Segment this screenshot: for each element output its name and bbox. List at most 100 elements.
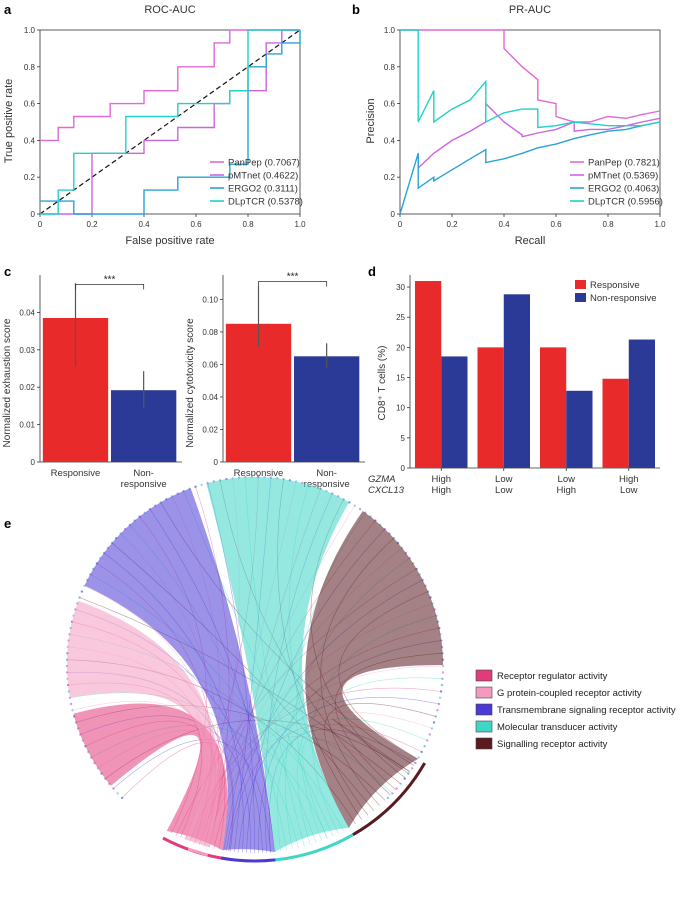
chord-legend-label: Signalling receptor activity xyxy=(497,739,608,750)
cd8-legend-label: Non-responsive xyxy=(590,293,657,304)
cytotoxicity-significance-label: *** xyxy=(287,272,299,283)
pr-xtick-label: 0.8 xyxy=(602,220,614,229)
chord-category-ribbon-3 xyxy=(206,476,349,852)
cd8-category-label: Low xyxy=(495,474,513,485)
pr-ytick-label: 1.0 xyxy=(384,26,396,35)
cd8-ytick-label: 30 xyxy=(396,283,405,292)
cytotoxicity-ytick-label: 0.10 xyxy=(202,295,218,304)
chord-gene-marker xyxy=(395,787,398,790)
cd8-ytick-label: 15 xyxy=(396,374,405,383)
roc-xtick-label: 0.2 xyxy=(86,220,98,229)
pr-xtick-label: 0.4 xyxy=(498,220,510,229)
cd8-chart: CD8⁺ T cells (%) 051015202530HighHighLow… xyxy=(368,275,660,496)
chord-gene-marker xyxy=(399,782,402,785)
cd8-category-label: High xyxy=(556,485,576,496)
exhaustion-ytick-label: 0.01 xyxy=(19,421,35,430)
chord-gene-marker xyxy=(441,671,445,674)
chord-gene-marker xyxy=(434,715,437,718)
pr-legend-label: ERGO2 (0.4063) xyxy=(588,184,659,195)
chord-gene-marker xyxy=(420,750,423,754)
cd8-bar xyxy=(503,294,530,468)
chord-gene-marker xyxy=(423,745,426,748)
pr-xtick-label: 0.2 xyxy=(446,220,458,229)
roc-xtick-label: 0.8 xyxy=(242,220,254,229)
cytotoxicity-ylabel: Normalized cytotoxicity score xyxy=(185,318,196,448)
exhaustion-category-label: responsive xyxy=(121,479,167,490)
chord-gene-marker xyxy=(441,664,445,668)
pr-title: PR-AUC xyxy=(509,4,551,16)
roc-legend-label: ERGO2 (0.3111) xyxy=(228,184,298,195)
roc-xtick-label: 0.6 xyxy=(190,220,202,229)
chord-gene-marker xyxy=(80,590,84,593)
chord-category-ribbon-2 xyxy=(84,488,275,852)
pr-xtick-label: 1.0 xyxy=(654,220,666,229)
chord-gene-marker xyxy=(391,792,394,795)
chord-category-ribbon-4 xyxy=(305,511,443,828)
pr-ytick-label: 0.2 xyxy=(384,173,396,182)
roc-xlabel: False positive rate xyxy=(125,235,214,247)
exhaustion-ytick-label: 0.03 xyxy=(19,346,35,355)
chord-legend-swatch xyxy=(475,669,493,682)
roc-plot-frame xyxy=(39,29,301,215)
pr-xtick-label: 0.6 xyxy=(550,220,562,229)
pr-legend-label: pMTnet (0.5369) xyxy=(588,171,658,182)
cd8-legend-label: Responsive xyxy=(590,280,640,291)
cd8-row-label: CXCL13 xyxy=(368,485,405,496)
cytotoxicity-ytick-label: 0 xyxy=(214,458,219,467)
chord-gene-marker xyxy=(78,596,81,599)
roc-title: ROC-AUC xyxy=(144,4,195,16)
cytotoxicity-category-label: responsive xyxy=(304,479,350,490)
cd8-bar xyxy=(415,281,442,468)
exhaustion-significance-label: *** xyxy=(104,274,116,285)
chord-gene-marker xyxy=(417,756,420,759)
chord-legend-label: Molecular transducer activity xyxy=(497,722,618,733)
cytotoxicity-chart: Normalized cytotoxicity score 0 0.02 0.04 0… xyxy=(185,272,365,490)
roc-ylabel: True positive rate xyxy=(3,79,15,164)
cd8-bar xyxy=(441,356,468,468)
chord-gene-marker xyxy=(120,796,124,800)
chord-gene-marker xyxy=(414,761,417,765)
pr-xtick-label: 0 xyxy=(398,220,403,229)
cd8-bar xyxy=(477,347,504,468)
cd8-ylabel: CD8⁺ T cells (%) xyxy=(377,346,388,421)
roc-ytick-label: 0 xyxy=(31,210,36,219)
chord-gene-marker xyxy=(439,690,443,693)
chord-legend-label: Receptor regulator activity xyxy=(497,671,608,682)
cytotoxicity-ytick-label: 0.08 xyxy=(202,328,218,337)
chord-gene-marker xyxy=(407,772,410,775)
pr-chart: PR-AUC Recall Precision 0 0.2 0.4 0.6 0.8 1.0… xyxy=(365,4,666,247)
roc-chart: ROC-AUC False positive rate True positiv… xyxy=(3,4,306,247)
chord-legend-swatch xyxy=(475,720,493,733)
cd8-bar xyxy=(540,347,567,468)
roc-legend-label: DLpTCR (0.5378) xyxy=(228,197,303,208)
chord-gene-marker xyxy=(441,677,444,680)
chord-gene-marker xyxy=(426,739,429,742)
exhaustion-significance-bracket xyxy=(75,283,145,290)
cd8-category-label: Low xyxy=(620,485,638,496)
roc-xtick-label: 0 xyxy=(38,220,43,229)
cytotoxicity-bar-0 xyxy=(225,323,292,462)
cd8-category-label: High xyxy=(431,474,451,485)
exhaustion-category-label: Responsive xyxy=(51,468,101,479)
cd8-ytick-label: 20 xyxy=(396,343,405,352)
chord-gene-marker xyxy=(428,733,431,736)
pr-ytick-label: 0 xyxy=(391,210,396,219)
chord-category-arc-2 xyxy=(220,856,276,863)
chord-legend-label: G protein-coupled receptor activity xyxy=(497,688,642,699)
cd8-ytick-label: 25 xyxy=(396,313,405,322)
cd8-bar xyxy=(602,378,629,468)
exhaustion-ylabel: Normalized exhaustion score xyxy=(2,318,13,447)
chord-category-ribbon-0 xyxy=(73,703,228,851)
chord-gene-marker xyxy=(440,683,444,687)
cd8-bar xyxy=(566,390,593,468)
panel-label-e: e xyxy=(4,516,11,531)
roc-series-0 xyxy=(40,29,300,142)
chord-legend-swatch xyxy=(475,703,493,716)
cd8-category-label: Low xyxy=(558,474,576,485)
cytotoxicity-significance-bracket xyxy=(258,281,328,287)
exhaustion-ytick-label: 0.02 xyxy=(19,383,35,392)
roc-legend-label: PanPep (0.7067) xyxy=(228,158,300,169)
cytotoxicity-ytick-label: 0.04 xyxy=(202,393,218,402)
cd8-category-label: High xyxy=(431,485,451,496)
chord-gene-marker xyxy=(358,507,362,511)
